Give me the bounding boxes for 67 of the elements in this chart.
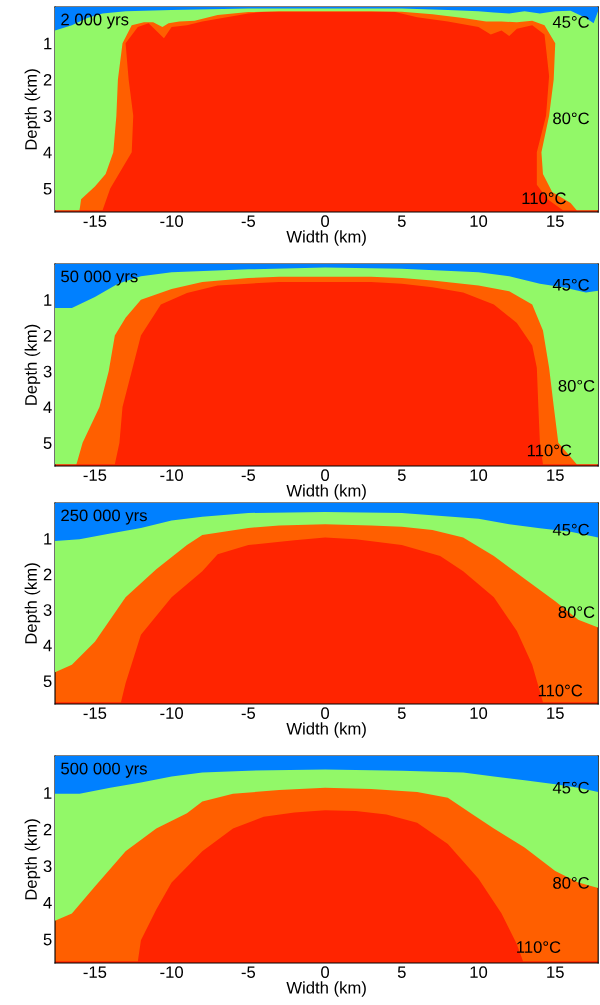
y-tick-label: 3 bbox=[43, 365, 52, 378]
y-tick-label: 3 bbox=[43, 604, 52, 616]
y-axis-title: Depth (km) bbox=[24, 563, 41, 644]
x-tick-label: 15 bbox=[547, 966, 564, 979]
x-tick-label: 0 bbox=[321, 966, 330, 979]
x-tick-label: -10 bbox=[160, 707, 184, 720]
x-axis-title: Width (km) bbox=[286, 981, 366, 997]
x-tick-label: 0 bbox=[321, 469, 330, 482]
x-tick-label: -5 bbox=[241, 966, 256, 979]
annotation: 250 000 yrs bbox=[61, 509, 147, 525]
annotation: 110°C bbox=[522, 192, 566, 205]
x-tick-label: 15 bbox=[547, 469, 564, 482]
annotation: 80°C bbox=[553, 112, 590, 125]
y-tick-label: 1 bbox=[44, 533, 52, 545]
x-tick-label: 0 bbox=[321, 215, 330, 228]
y-tick-label: 5 bbox=[43, 437, 52, 449]
y-tick-label: 2 bbox=[43, 329, 52, 342]
annotation: 110°C bbox=[538, 684, 583, 697]
y-tick-label: 1 bbox=[44, 294, 52, 306]
x-tick-label: 15 bbox=[547, 707, 564, 720]
x-tick-label: 5 bbox=[397, 966, 406, 979]
annotation: 45°C bbox=[552, 16, 590, 28]
y-axis-title: Depth (km) bbox=[24, 324, 41, 405]
x-tick-label: -15 bbox=[83, 707, 107, 720]
x-axis-title: Width (km) bbox=[286, 230, 366, 246]
x-tick-label: -15 bbox=[83, 469, 107, 482]
x-tick-label: -10 bbox=[160, 966, 184, 979]
y-tick-label: 4 bbox=[43, 401, 52, 414]
y-axis-title: Depth (km) bbox=[24, 819, 41, 900]
y-tick-label: 4 bbox=[43, 897, 52, 909]
x-axis-title: Width (km) bbox=[286, 722, 366, 738]
x-tick-label: -15 bbox=[83, 215, 107, 228]
y-tick-label: 2 bbox=[43, 823, 52, 836]
x-tick-label: 10 bbox=[470, 469, 488, 482]
annotation: 110°C bbox=[517, 941, 561, 953]
y-tick-label: 5 bbox=[43, 182, 52, 195]
y-axis-title: Depth (km) bbox=[24, 69, 41, 150]
x-tick-label: -15 bbox=[83, 966, 107, 979]
x-tick-label: -5 bbox=[241, 707, 256, 720]
x-axis-title: Width (km) bbox=[286, 484, 366, 500]
y-tick-label: 1 bbox=[44, 787, 52, 799]
x-tick-label: 10 bbox=[470, 707, 488, 720]
y-tick-label: 4 bbox=[43, 639, 52, 652]
annotation: 45°C bbox=[552, 523, 590, 536]
x-tick-label: 5 bbox=[397, 215, 406, 228]
x-tick-label: 15 bbox=[547, 215, 564, 228]
x-tick-label: -5 bbox=[241, 469, 256, 482]
y-tick-label: 2 bbox=[43, 73, 52, 86]
x-tick-label: -5 bbox=[241, 215, 256, 228]
y-tick-label: 5 bbox=[43, 675, 52, 688]
y-tick-label: 2 bbox=[43, 568, 52, 581]
y-tick-label: 3 bbox=[43, 110, 52, 123]
annotation: 45°C bbox=[552, 278, 590, 291]
y-tick-label: 1 bbox=[44, 37, 52, 50]
annotation: 80°C bbox=[558, 379, 595, 392]
annotation: 80°C bbox=[553, 877, 590, 889]
y-tick-label: 5 bbox=[43, 933, 52, 946]
x-tick-label: -10 bbox=[160, 215, 184, 228]
x-tick-label: 10 bbox=[470, 215, 488, 228]
x-tick-label: -10 bbox=[160, 469, 184, 482]
x-tick-label: 5 bbox=[397, 707, 406, 720]
y-tick-label: 4 bbox=[43, 146, 52, 159]
x-tick-label: 0 bbox=[321, 707, 330, 720]
x-tick-label: 5 bbox=[397, 469, 406, 482]
x-tick-label: 10 bbox=[470, 966, 488, 979]
annotation: 500 000 yrs bbox=[61, 762, 147, 778]
y-tick-label: 3 bbox=[43, 860, 52, 873]
